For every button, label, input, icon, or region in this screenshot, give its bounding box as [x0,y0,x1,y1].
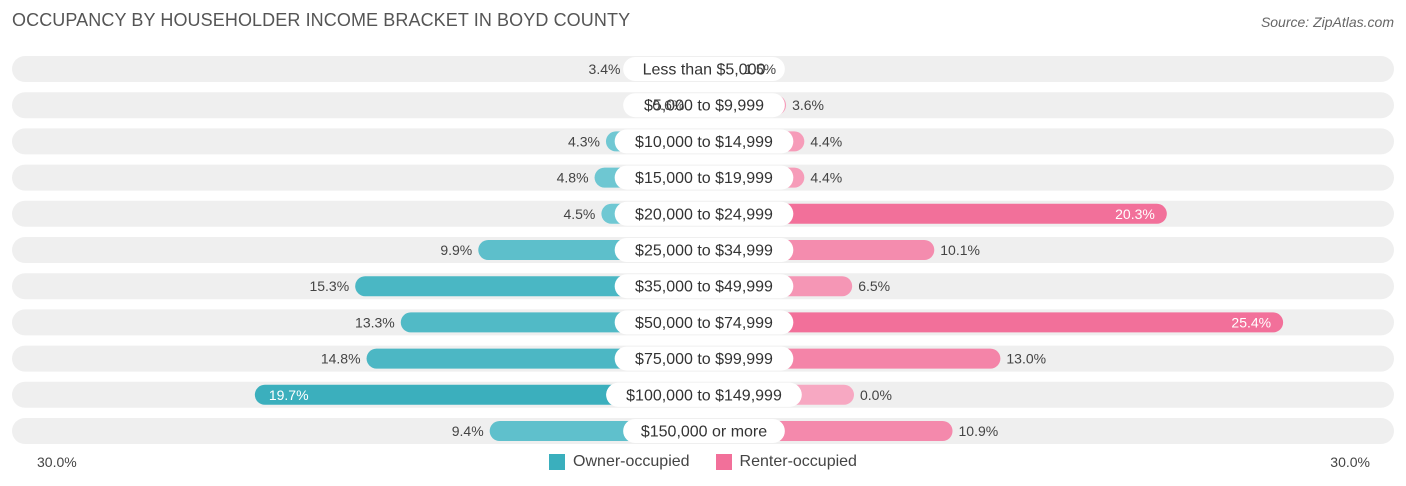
category-pill [606,382,802,407]
category-pill [623,93,785,118]
renter-value-label: 20.3% [1115,206,1155,222]
category-label: $50,000 to $74,999 [635,315,773,332]
legend-owner-label: Owner-occupied [573,453,690,470]
category-pill [614,274,794,299]
category-label: $5,000 to $9,999 [644,98,764,115]
legend: Owner-occupied Renter-occupied [0,453,1406,471]
renter-value-label: 4.4% [810,170,842,186]
owner-value-label: 4.8% [557,170,589,186]
chart-title: OCCUPANCY BY HOUSEHOLDER INCOME BRACKET … [12,10,631,30]
legend-renter-label: Renter-occupied [739,453,857,470]
renter-bar [692,203,1167,224]
renter-value-label: 0.0% [860,387,892,403]
category-pill [614,129,794,154]
renter-value-label: 3.6% [792,97,824,113]
category-label: $100,000 to $149,999 [626,387,782,404]
axis-left-max-label: 30.0% [37,454,77,470]
legend-owner-swatch [549,454,566,470]
owner-value-label: 9.9% [440,242,472,258]
category-label: $15,000 to $19,999 [635,170,773,187]
axis-right-max-label: 30.0% [1330,454,1370,470]
owner-value-label: 3.4% [589,61,621,77]
category-label: $10,000 to $14,999 [635,134,773,151]
category-label: Less than $5,000 [643,62,766,79]
owner-value-label: 4.3% [568,133,600,149]
source-note: Source: ZipAtlas.com [1260,14,1394,30]
category-pill [614,310,794,335]
category-pill [614,346,794,371]
owner-value-label: 19.7% [269,387,309,403]
diverging-bar-chart: Less than $5,000 3.4% 1.5% $5,000 to $9,999… [12,56,1394,444]
owner-value-label: 4.5% [563,206,595,222]
category-label: $150,000 or more [641,424,767,441]
legend-renter-swatch [715,454,732,470]
category-pill [623,419,785,443]
category-label: $25,000 to $34,999 [635,243,773,260]
renter-value-label: 10.9% [959,423,999,439]
renter-value-label: 4.4% [810,133,842,149]
owner-bar [254,384,716,405]
category-label: $20,000 to $24,999 [635,206,773,223]
category-pill [614,165,794,190]
owner-value-label: 13.3% [355,314,395,330]
renter-bar [692,312,1284,333]
legend-renter: Renter-occupied [715,453,857,471]
owner-value-label: 15.3% [309,278,349,294]
renter-value-label: 25.4% [1231,314,1271,330]
category-pill [623,57,785,81]
owner-value-label: 9.4% [452,423,484,439]
category-label: $35,000 to $49,999 [635,279,773,296]
renter-value-label: 10.1% [940,242,980,258]
category-label: $75,000 to $99,999 [635,351,773,368]
category-pill [614,238,794,262]
renter-value-label: 13.0% [1006,351,1046,367]
owner-value-label: 0.6% [652,97,684,113]
renter-value-label: 6.5% [858,278,890,294]
category-pill [614,201,794,226]
owner-value-label: 14.8% [321,351,361,367]
legend-owner: Owner-occupied [549,453,690,471]
renter-value-label: 1.5% [744,61,776,77]
